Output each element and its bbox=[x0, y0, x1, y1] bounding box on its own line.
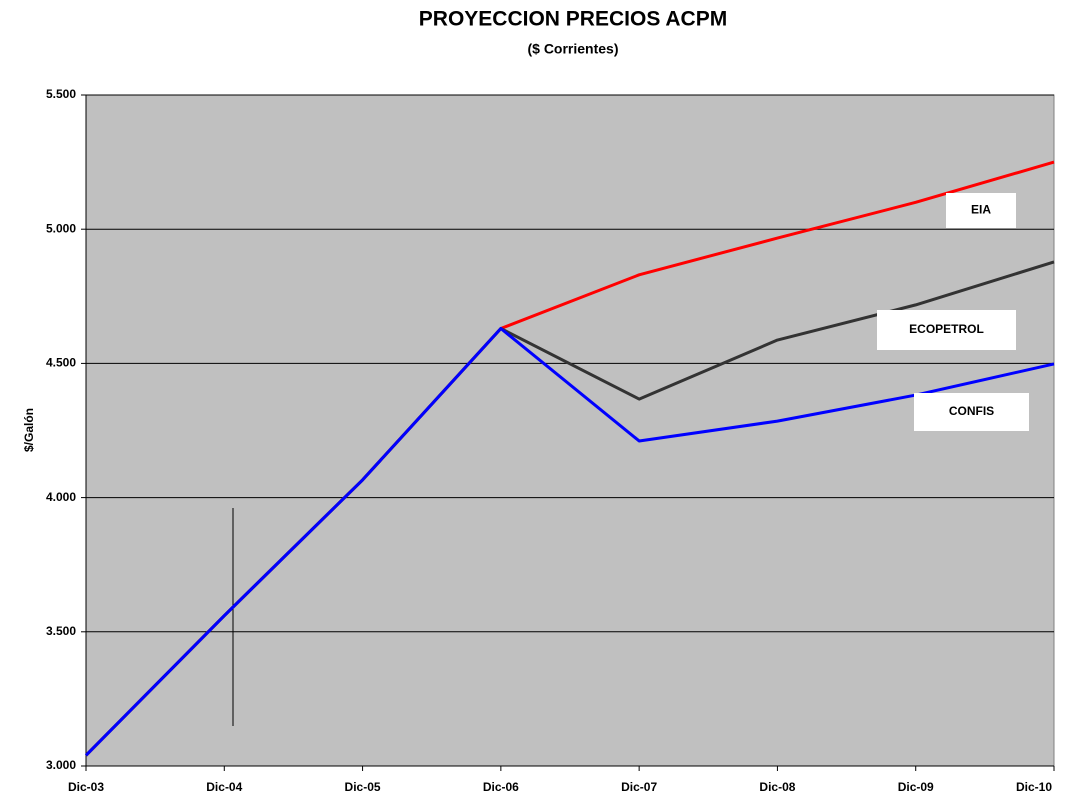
x-tick-label: Dic-05 bbox=[345, 780, 381, 794]
series-label-box bbox=[914, 393, 1029, 431]
y-tick-label: 4.000 bbox=[46, 490, 76, 504]
x-tick-label: Dic-08 bbox=[759, 780, 795, 794]
x-tick-label: Dic-07 bbox=[621, 780, 657, 794]
x-tick-label: Dic-06 bbox=[483, 780, 519, 794]
y-tick-label: 5.500 bbox=[46, 87, 76, 101]
x-tick-label: Dic-10 bbox=[1016, 780, 1052, 794]
series-label: CONFIS bbox=[949, 404, 994, 418]
x-tick-label: Dic-09 bbox=[898, 780, 934, 794]
chart-title: PROYECCION PRECIOS ACPM bbox=[419, 8, 727, 31]
y-tick-label: 3.500 bbox=[46, 624, 76, 638]
series-label: EIA bbox=[971, 203, 991, 217]
chart-subtitle: ($ Corrientes) bbox=[527, 41, 618, 57]
series-label-box bbox=[946, 193, 1016, 228]
series-label-box bbox=[877, 310, 1016, 350]
series-line bbox=[84, 327, 1055, 757]
plot-background bbox=[85, 94, 1055, 767]
y-tick-label: 5.000 bbox=[46, 221, 76, 235]
x-tick-label: Dic-03 bbox=[68, 780, 104, 794]
series-label: ECOPETROL bbox=[909, 322, 984, 336]
x-tick-label: Dic-04 bbox=[206, 780, 242, 794]
y-tick-label: 3.000 bbox=[46, 758, 76, 772]
y-tick-label: 4.500 bbox=[46, 356, 76, 370]
y-axis-label: $/Galón bbox=[22, 408, 36, 452]
